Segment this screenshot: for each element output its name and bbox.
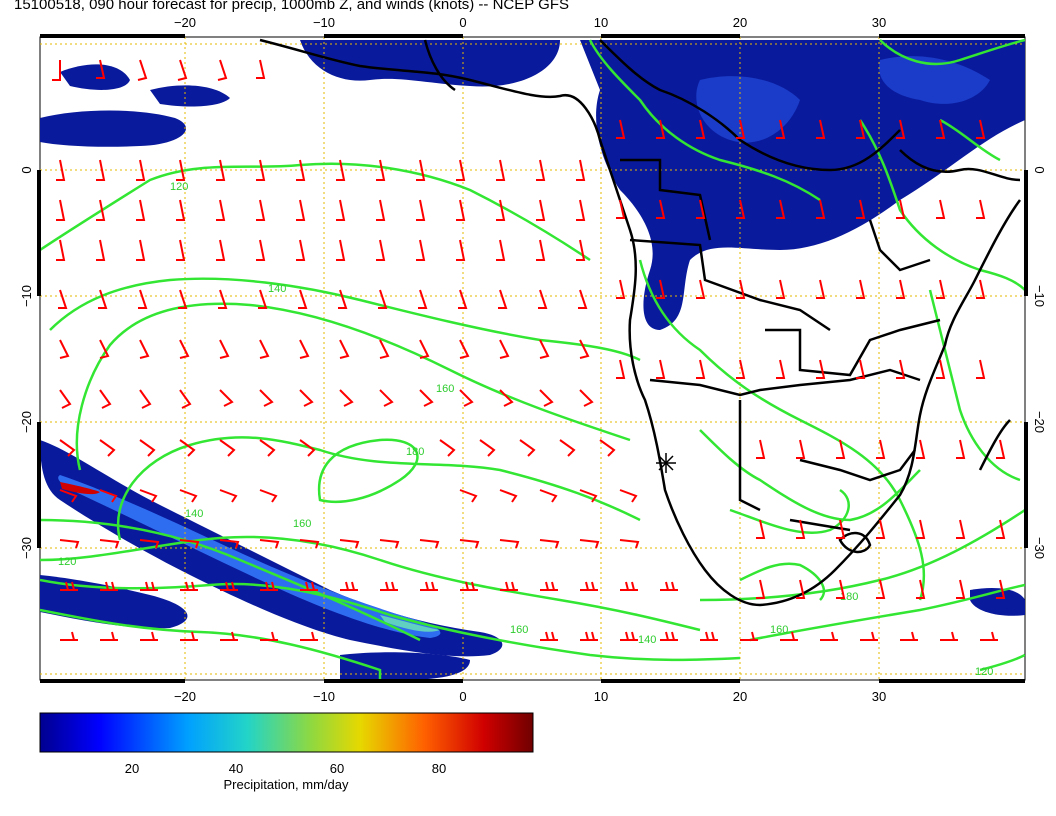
height-contours bbox=[40, 38, 1025, 680]
contour-label: 140 bbox=[268, 283, 286, 295]
lon-tick-label: 30 bbox=[872, 689, 886, 704]
contour-labels: 120 140 160 180 160 140 120 160 180 160 … bbox=[58, 181, 993, 678]
colorbar-tick-label: 20 bbox=[125, 761, 139, 776]
colorbar-gradient bbox=[39, 712, 534, 753]
contour-label: 160 bbox=[770, 624, 788, 636]
lat-tick-label: −30 bbox=[19, 537, 34, 559]
precip-colorbar: 20 40 60 80 Precipitation, mm/day bbox=[39, 712, 534, 792]
lon-tick-label: 20 bbox=[733, 15, 747, 30]
lat-tick-label: −10 bbox=[19, 285, 34, 307]
contour-label: 160 bbox=[510, 624, 528, 636]
lon-tick-label: −10 bbox=[313, 15, 335, 30]
lon-tick-label: 10 bbox=[594, 15, 608, 30]
lon-tick-label: 30 bbox=[872, 15, 886, 30]
station-marker bbox=[656, 453, 676, 473]
lon-tick-label: 0 bbox=[459, 689, 466, 704]
lat-tick-label: −10 bbox=[1032, 285, 1047, 307]
contour-label: 120 bbox=[170, 181, 188, 193]
lon-tick-label: 10 bbox=[594, 689, 608, 704]
lat-lon-grid bbox=[40, 37, 1025, 680]
colorbar-tick-label: 80 bbox=[432, 761, 446, 776]
precip-layer bbox=[40, 40, 1025, 680]
lon-tick-label: 20 bbox=[733, 689, 747, 704]
lon-axis-top: −20 −10 0 10 20 30 bbox=[174, 15, 886, 30]
lat-tick-label: −30 bbox=[1032, 537, 1047, 559]
coastlines bbox=[259, 38, 1022, 607]
lon-tick-label: −20 bbox=[174, 15, 196, 30]
lat-tick-label: −20 bbox=[19, 411, 34, 433]
lon-tick-label: 0 bbox=[459, 15, 466, 30]
frame-tick-bars bbox=[37, 34, 1028, 683]
colorbar-label: Precipitation, mm/day bbox=[224, 777, 349, 792]
lon-tick-label: −20 bbox=[174, 689, 196, 704]
contour-label: 180 bbox=[840, 591, 858, 603]
lat-axis-right: 0 −10 −20 −30 bbox=[1032, 166, 1047, 559]
contour-label: 140 bbox=[185, 508, 203, 520]
contour-label: 160 bbox=[436, 383, 454, 395]
contour-label: 160 bbox=[293, 518, 311, 530]
contour-label: 120 bbox=[975, 666, 993, 678]
contour-label: 120 bbox=[58, 556, 76, 568]
colorbar-tick-label: 60 bbox=[330, 761, 344, 776]
lat-tick-label: 0 bbox=[1032, 166, 1047, 173]
contour-label: 140 bbox=[638, 634, 656, 646]
map-title: 15100518, 090 hour forecast for precip, … bbox=[14, 0, 569, 13]
colorbar-tick-label: 40 bbox=[229, 761, 243, 776]
lon-tick-label: −10 bbox=[313, 689, 335, 704]
lon-axis-bottom: −20 −10 0 10 20 30 bbox=[174, 689, 886, 704]
wind-barbs bbox=[52, 59, 1006, 641]
lat-axis-left: 0 −10 −20 −30 bbox=[19, 166, 34, 559]
lat-tick-label: −20 bbox=[1032, 411, 1047, 433]
lat-tick-label: 0 bbox=[19, 166, 34, 173]
contour-label: 180 bbox=[406, 446, 424, 458]
